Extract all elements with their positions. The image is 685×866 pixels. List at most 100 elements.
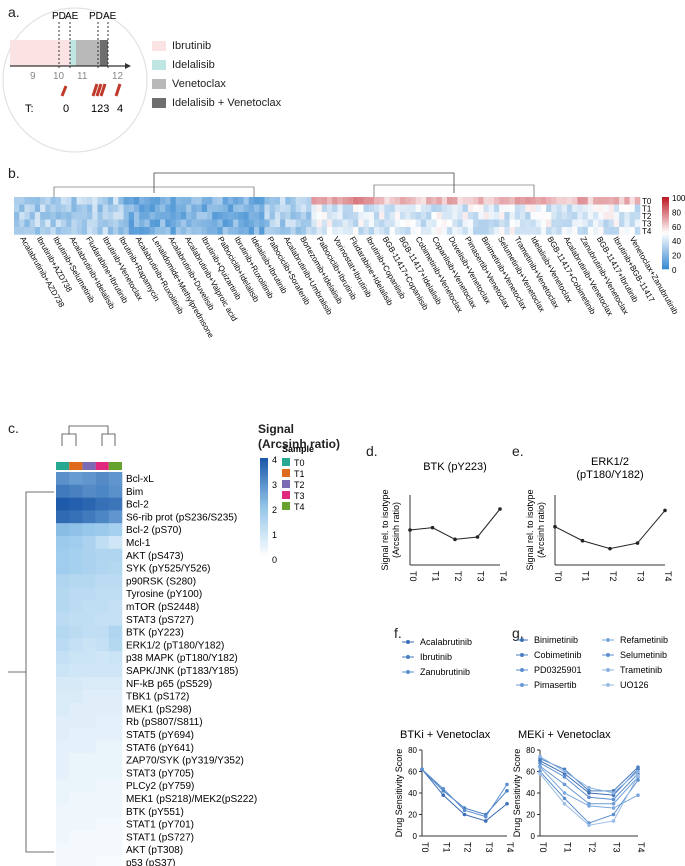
- heatmap-c-cell: [95, 587, 110, 601]
- x-tick-label: T3: [636, 571, 646, 582]
- heatmap-b-cell: [431, 197, 437, 205]
- heatmap-b-cell: [55, 219, 62, 228]
- heatmap-b-cell: [71, 212, 77, 220]
- heatmap-b-cell: [353, 197, 359, 205]
- x-tick-label: T2: [587, 842, 597, 853]
- colorbar-c-tick: 3: [272, 480, 277, 490]
- heatmap-b-cell: [525, 197, 531, 205]
- heatmap-b-cell: [587, 219, 594, 228]
- heatmap-b-cell: [45, 212, 51, 220]
- heatmap-b-cell: [410, 219, 416, 228]
- heatmap-b-cell: [92, 219, 98, 228]
- colorbar-c-step: [260, 500, 268, 504]
- heatmap-b-cell: [598, 219, 604, 228]
- heatmap-b-cell: [196, 197, 203, 205]
- heatmap-b-cell: [389, 204, 396, 213]
- heatmap-b-cell: [551, 212, 557, 220]
- heatmap-b-cell: [624, 227, 630, 235]
- row-label: BTK (pY223): [126, 628, 184, 639]
- heatmap-b-cell: [327, 212, 333, 220]
- heatmap-b-cell: [29, 197, 36, 205]
- heatmap-b-cell: [97, 219, 103, 228]
- x-tick-label: T3: [484, 842, 494, 853]
- heatmap-c-cell: [82, 843, 96, 857]
- heatmap-b-cell: [347, 212, 354, 220]
- heatmap-b-cell: [45, 227, 51, 235]
- heatmap-b-cell: [321, 212, 328, 220]
- colorbar-c-step: [260, 480, 268, 484]
- signaling-heatmap: Bcl-xL Bim Bcl-2S6-rib prot (pS236/S235) Bc…: [8, 425, 314, 866]
- row-label: STAT3 (pY705): [126, 768, 194, 779]
- panel-label-g: g.: [512, 625, 524, 641]
- data-point: [538, 754, 542, 759]
- heatmap-b-row-label: T2: [642, 212, 652, 221]
- heatmap-b-cell: [363, 204, 370, 213]
- heatmap-b-cell: [290, 227, 296, 235]
- heatmap-b-cell: [499, 197, 505, 205]
- heatmap-b-cell: [327, 197, 333, 205]
- data-point: [587, 789, 591, 793]
- legend-venetoclax: Venetoclax: [152, 78, 226, 90]
- heatmap-b-cell: [207, 219, 213, 228]
- heatmap-b-cell: [14, 212, 20, 220]
- heatmap-c-cell: [95, 472, 110, 486]
- heatmap-b-cell: [566, 204, 573, 213]
- heatmap-c-cell: [56, 497, 70, 511]
- heatmap-b-cell: [613, 219, 620, 228]
- heatmap-b-cell: [118, 227, 124, 235]
- heatmap-c-cell: [56, 830, 70, 844]
- heatmap-b-cell: [373, 212, 380, 220]
- heatmap-c-cell: [56, 587, 70, 601]
- heatmap-c-cell: [69, 625, 83, 639]
- row-label: ERK1/2 (pT180/Y182): [126, 640, 224, 651]
- heatmap-b-cell: [426, 227, 432, 235]
- panel-label-f: f.: [394, 625, 402, 641]
- heatmap-b-cell: [629, 204, 636, 213]
- heatmap-b-cell: [504, 212, 510, 220]
- y-tick-label: 60: [526, 768, 535, 777]
- sample-legend-label: T0: [294, 458, 305, 468]
- legend-label: Refametinib: [620, 635, 668, 645]
- heatmap-b-cell: [488, 204, 495, 213]
- heatmap-b-cell: [452, 227, 458, 235]
- colorbar-c-step: [260, 548, 268, 551]
- heatmap-b-cell: [180, 212, 187, 220]
- heatmap-b-cell: [561, 204, 568, 213]
- heatmap-b-cell: [441, 219, 448, 228]
- heatmap-b-cell: [467, 197, 474, 205]
- heatmap-c-cell: [95, 804, 110, 818]
- heatmap-b-cell: [149, 204, 156, 213]
- sample-legend-swatch: [282, 458, 290, 466]
- heatmap-c-cell: [95, 664, 110, 678]
- heatmap-c-cell: [95, 728, 110, 742]
- data-point: [553, 524, 557, 529]
- heatmap-b-cell: [462, 227, 469, 235]
- heatmap-b-cell: [462, 204, 469, 213]
- heatmap-c-cell: [69, 664, 83, 678]
- heatmap-b-cell: [551, 227, 557, 235]
- heatmap-b-cell: [410, 227, 416, 235]
- heatmap-b-cell: [431, 227, 437, 235]
- heatmap-b-cell: [149, 227, 156, 235]
- heatmap-b-cell: [144, 197, 150, 205]
- heatmap-b-cell: [405, 227, 411, 235]
- heatmap-b-cell: [66, 212, 72, 220]
- legend-label: Acalabrutinib: [420, 637, 472, 647]
- heatmap-c-cell: [82, 497, 96, 511]
- heatmap-b-cell: [248, 197, 255, 205]
- heatmap-b-cell: [175, 227, 182, 235]
- heatmap-b-cell: [441, 197, 448, 205]
- heatmap-b-cell: [102, 204, 109, 213]
- heatmap-b-cell: [566, 219, 573, 228]
- heatmap-b-cell: [186, 219, 192, 228]
- heatmap-b-cell: [556, 212, 563, 220]
- heatmap-b-cell: [587, 212, 594, 220]
- x-tick-label: T4: [505, 842, 515, 853]
- heatmap-b-cell: [269, 227, 276, 235]
- heatmap-b-cell: [452, 197, 458, 205]
- heatmap-b-cell: [556, 197, 563, 205]
- panel-label-d: d.: [366, 443, 378, 459]
- colorbar-c-step: [260, 488, 268, 491]
- heatmap-b-cell: [514, 197, 521, 205]
- heatmap-b-cell: [66, 227, 72, 235]
